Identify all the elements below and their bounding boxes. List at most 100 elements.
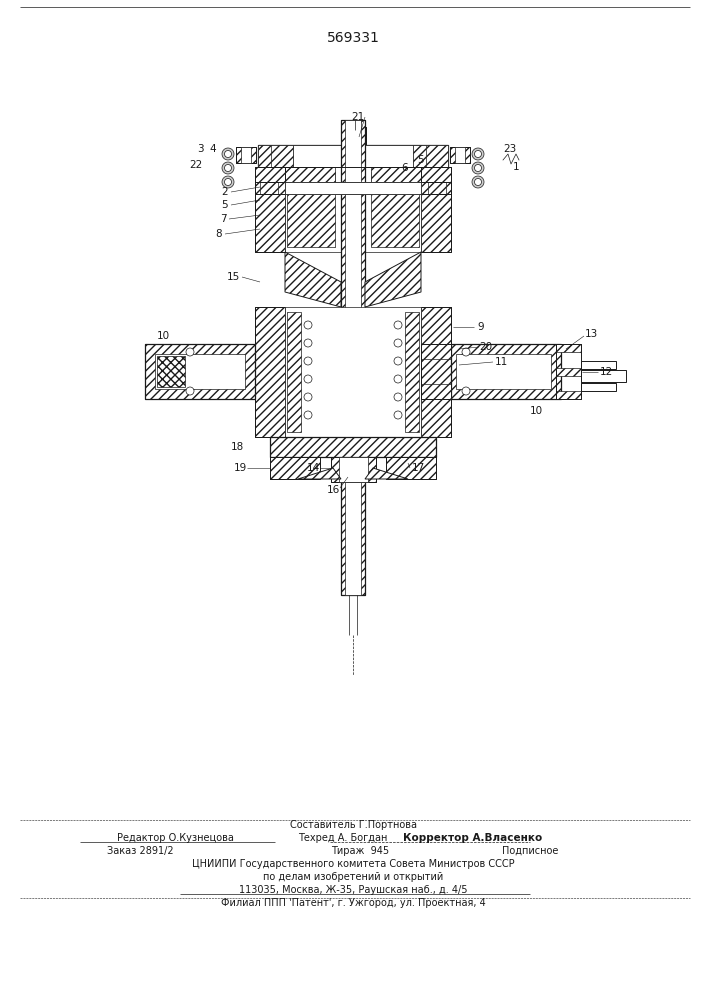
Bar xyxy=(258,145,448,167)
Text: 23: 23 xyxy=(503,144,517,154)
Text: 3: 3 xyxy=(197,144,204,154)
Circle shape xyxy=(474,178,481,186)
Bar xyxy=(371,167,421,182)
Bar xyxy=(293,145,413,167)
Bar xyxy=(270,437,436,457)
Text: 11: 11 xyxy=(494,357,508,367)
Text: Заказ 2891/2: Заказ 2891/2 xyxy=(107,846,173,856)
Bar xyxy=(258,145,280,167)
Text: 13: 13 xyxy=(585,329,597,339)
Text: 8: 8 xyxy=(216,229,222,239)
Bar xyxy=(285,167,421,252)
Bar xyxy=(371,172,419,247)
Bar xyxy=(350,127,360,145)
Circle shape xyxy=(304,357,312,365)
Bar xyxy=(341,120,365,595)
Circle shape xyxy=(394,321,402,329)
Circle shape xyxy=(186,348,194,356)
Bar xyxy=(157,356,185,387)
Bar xyxy=(421,167,451,252)
Text: Филиал ППП 'Патент', г. Ужгород, ул. Проектная, 4: Филиал ППП 'Патент', г. Ужгород, ул. Про… xyxy=(221,898,486,908)
Circle shape xyxy=(394,375,402,383)
Bar xyxy=(236,147,256,163)
Circle shape xyxy=(462,348,470,356)
Text: 7: 7 xyxy=(220,214,226,224)
Text: 19: 19 xyxy=(233,463,247,473)
Text: 5: 5 xyxy=(418,155,424,165)
Bar xyxy=(421,344,451,359)
Bar xyxy=(241,147,251,163)
Circle shape xyxy=(472,162,484,174)
Circle shape xyxy=(394,339,402,347)
Bar xyxy=(339,457,368,482)
Text: Тираж  945: Тираж 945 xyxy=(331,846,389,856)
Text: 4: 4 xyxy=(210,144,216,154)
Bar xyxy=(421,307,451,437)
Circle shape xyxy=(225,164,231,172)
Circle shape xyxy=(304,375,312,383)
Bar xyxy=(145,344,255,399)
Text: 569331: 569331 xyxy=(327,31,380,45)
Bar xyxy=(581,361,616,369)
Bar xyxy=(285,182,421,194)
Text: 16: 16 xyxy=(327,485,339,495)
Bar xyxy=(331,457,376,482)
Bar xyxy=(255,167,285,252)
Bar xyxy=(556,344,581,352)
Bar xyxy=(285,167,335,182)
Bar xyxy=(155,354,245,389)
Text: Техред А. Богдан: Техред А. Богдан xyxy=(298,833,387,843)
Bar xyxy=(285,167,421,182)
Text: 113035, Москва, Ж-35, Раушская наб., д. 4/5: 113035, Москва, Ж-35, Раушская наб., д. … xyxy=(239,885,467,895)
Bar xyxy=(556,391,581,399)
Circle shape xyxy=(222,162,234,174)
Bar xyxy=(270,457,320,479)
Bar xyxy=(145,344,255,399)
Text: 22: 22 xyxy=(189,160,203,170)
Text: 1: 1 xyxy=(513,162,520,172)
Text: 12: 12 xyxy=(600,367,613,377)
Bar xyxy=(581,370,626,382)
Bar xyxy=(258,145,448,167)
Bar xyxy=(450,147,470,163)
Polygon shape xyxy=(285,252,341,307)
Bar xyxy=(345,120,361,595)
Bar xyxy=(556,344,581,399)
Text: 14: 14 xyxy=(306,463,320,473)
Text: 15: 15 xyxy=(226,272,240,282)
Text: 17: 17 xyxy=(411,463,425,473)
Bar xyxy=(451,344,561,399)
Polygon shape xyxy=(365,468,408,479)
Text: 18: 18 xyxy=(230,442,244,452)
Bar xyxy=(581,383,616,391)
Bar xyxy=(421,307,451,437)
Text: 10: 10 xyxy=(530,406,542,416)
Text: 5: 5 xyxy=(222,200,228,210)
Bar xyxy=(455,147,465,163)
Bar xyxy=(344,127,366,145)
Circle shape xyxy=(462,387,470,395)
Text: ЦНИИПИ Государственного комитета Совета Министров СССР: ЦНИИПИ Государственного комитета Совета … xyxy=(192,859,514,869)
Bar xyxy=(451,344,561,399)
Bar xyxy=(405,312,419,432)
Circle shape xyxy=(394,357,402,365)
Text: 20: 20 xyxy=(479,342,493,352)
Circle shape xyxy=(222,176,234,188)
Text: по делам изобретений и открытий: по делам изобретений и открытий xyxy=(263,872,443,882)
Bar xyxy=(426,145,448,167)
Bar xyxy=(421,384,451,399)
Circle shape xyxy=(472,148,484,160)
Text: Составитель Г.Портнова: Составитель Г.Портнова xyxy=(289,820,416,830)
Bar xyxy=(287,172,335,247)
Text: 10: 10 xyxy=(156,331,170,341)
Bar xyxy=(421,167,451,252)
Bar xyxy=(285,307,421,437)
Circle shape xyxy=(472,176,484,188)
Bar xyxy=(421,344,451,399)
Polygon shape xyxy=(365,252,421,307)
Circle shape xyxy=(474,150,481,157)
Circle shape xyxy=(225,178,231,186)
Bar xyxy=(344,127,366,145)
Text: 21: 21 xyxy=(351,112,365,122)
Circle shape xyxy=(222,148,234,160)
